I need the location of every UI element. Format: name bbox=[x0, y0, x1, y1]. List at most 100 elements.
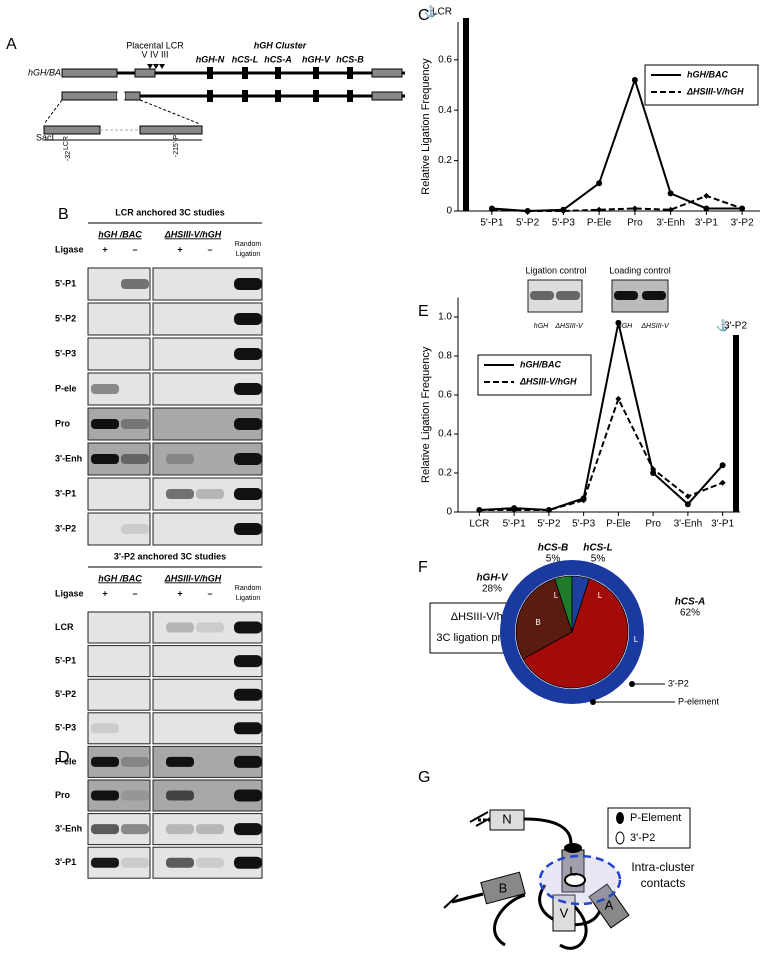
label: hCS-B bbox=[336, 54, 364, 64]
band bbox=[234, 722, 262, 735]
pie-slice bbox=[522, 578, 629, 689]
cut bbox=[443, 894, 459, 909]
label: hGH /BAC bbox=[98, 229, 142, 239]
label: LCR bbox=[55, 622, 74, 632]
gene bbox=[275, 67, 281, 79]
point bbox=[667, 190, 674, 197]
legend-p2 bbox=[615, 831, 625, 845]
label: 5% bbox=[591, 554, 606, 565]
label: Ligase bbox=[55, 588, 84, 598]
label: 3'-P2 bbox=[668, 678, 689, 688]
label: G bbox=[418, 769, 430, 786]
label: Pro bbox=[55, 790, 71, 800]
label: A bbox=[512, 695, 518, 704]
band bbox=[91, 384, 119, 394]
series-line bbox=[491, 194, 743, 212]
legend-box bbox=[607, 807, 691, 849]
band bbox=[234, 856, 262, 869]
bac-end bbox=[61, 91, 118, 101]
label: A bbox=[605, 897, 614, 912]
label: 5% bbox=[546, 554, 561, 565]
label: V IV III bbox=[141, 49, 168, 59]
label: 5'-P1 bbox=[503, 519, 526, 530]
label: V bbox=[560, 905, 569, 920]
point bbox=[703, 192, 710, 199]
dna bbox=[451, 892, 484, 904]
band bbox=[234, 755, 262, 768]
band bbox=[121, 419, 149, 429]
label: Pro bbox=[645, 519, 661, 530]
zoom-right bbox=[139, 125, 203, 135]
label: 28% bbox=[482, 584, 502, 595]
gel-box bbox=[87, 645, 151, 678]
label: ΔHSIII-V bbox=[640, 323, 670, 330]
label: 0.2 bbox=[438, 155, 452, 166]
label: 5'-P1 bbox=[55, 278, 76, 288]
point bbox=[684, 493, 691, 500]
legend-p bbox=[616, 812, 624, 824]
label: L bbox=[634, 635, 639, 644]
label: 0.4 bbox=[438, 429, 452, 440]
label: 5'-P3 bbox=[572, 519, 595, 530]
label: B bbox=[58, 206, 69, 223]
label: hGH-V bbox=[302, 54, 331, 64]
band bbox=[234, 823, 262, 836]
line-chart: ⚓ bbox=[424, 5, 760, 215]
band bbox=[642, 291, 666, 300]
label: + bbox=[102, 244, 107, 254]
label: 5'-P3 bbox=[55, 348, 76, 358]
label: A bbox=[6, 36, 17, 53]
point bbox=[684, 501, 691, 508]
model bbox=[443, 807, 691, 950]
pie-slice bbox=[554, 575, 573, 633]
point bbox=[596, 206, 603, 213]
label: LCR bbox=[432, 7, 452, 18]
label: 3'-P2 bbox=[55, 523, 76, 533]
label: Placental LCR bbox=[126, 40, 184, 50]
bac-end bbox=[371, 68, 403, 78]
label: B bbox=[535, 618, 540, 627]
band bbox=[234, 688, 262, 701]
label: P-element bbox=[678, 696, 720, 706]
band bbox=[530, 291, 554, 300]
band bbox=[166, 622, 194, 633]
label: + bbox=[177, 588, 182, 598]
label: + bbox=[177, 244, 182, 254]
legend-box bbox=[477, 354, 592, 396]
label: 5'-P2 bbox=[516, 218, 539, 229]
pie-slice bbox=[515, 578, 573, 660]
label: 62% bbox=[680, 608, 700, 619]
label: – bbox=[132, 244, 137, 254]
point bbox=[511, 507, 518, 514]
label: P-ele bbox=[55, 756, 77, 766]
gel-box bbox=[87, 337, 151, 371]
series-line bbox=[491, 76, 743, 213]
label: 5'-P1 bbox=[480, 218, 503, 229]
label: 0.6 bbox=[438, 390, 452, 401]
label: + bbox=[102, 588, 107, 598]
gel-box bbox=[87, 678, 151, 711]
label: E bbox=[418, 303, 429, 320]
point bbox=[476, 507, 483, 514]
label: F bbox=[418, 559, 428, 576]
label: 3'-P1 bbox=[55, 488, 76, 498]
band bbox=[234, 789, 262, 802]
label: 3'-P2 anchored 3C studies bbox=[114, 551, 226, 561]
label: 0.4 bbox=[438, 105, 452, 116]
band bbox=[234, 488, 262, 500]
label: 0.2 bbox=[438, 468, 452, 479]
band bbox=[234, 278, 262, 290]
label: 5'-P2 bbox=[55, 689, 76, 699]
label: B bbox=[499, 880, 508, 895]
band bbox=[91, 454, 119, 464]
gene bbox=[242, 67, 248, 79]
label: hGH/BAC bbox=[687, 69, 728, 79]
label: hCS-L bbox=[583, 543, 612, 554]
label: N bbox=[502, 811, 511, 826]
gene bbox=[207, 67, 213, 79]
p-element bbox=[564, 843, 582, 853]
label: Relative Ligation Frequency bbox=[420, 58, 432, 195]
series-line bbox=[479, 322, 724, 512]
cut bbox=[469, 811, 489, 823]
